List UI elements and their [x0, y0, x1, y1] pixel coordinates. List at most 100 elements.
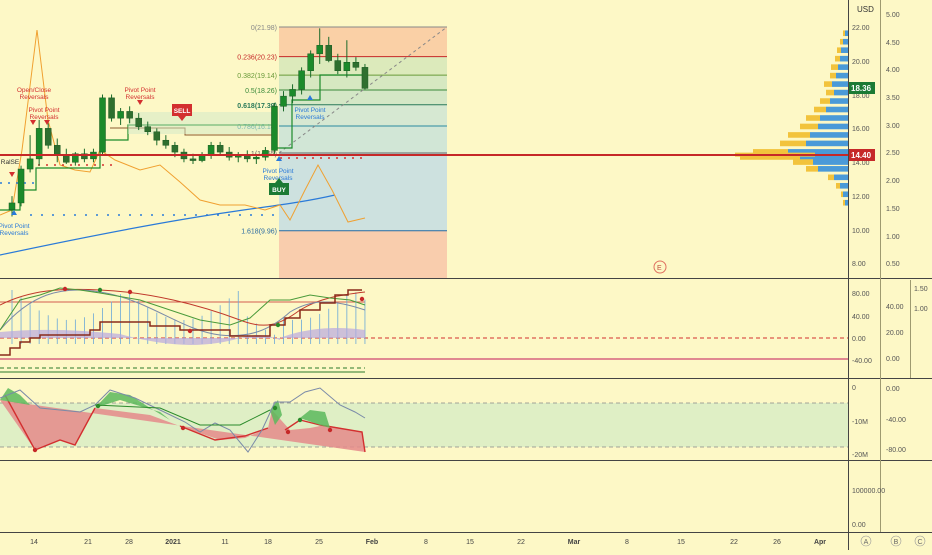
time-tick-label: 28 — [125, 539, 133, 546]
volume-profile-bar — [843, 38, 848, 45]
main-indicators — [0, 29, 366, 256]
price-tick-label: 12.00 — [852, 194, 870, 201]
time-tick-label: Mar — [568, 539, 581, 546]
signal-line — [0, 387, 366, 453]
volume-profile-bar — [834, 174, 848, 181]
volume-profile-bar — [800, 123, 818, 130]
candle-body — [35, 128, 43, 160]
fib-band — [279, 27, 447, 57]
candle-body — [135, 117, 142, 127]
volume-profile-bar — [845, 30, 848, 37]
corner-button-ring — [914, 535, 926, 547]
annotation-text: Pivot Point Reversals — [294, 107, 325, 121]
flow-tick-label: 0 — [852, 385, 856, 392]
fib-level-label: 0.618(17.39) — [237, 103, 277, 110]
candle-body — [63, 155, 70, 163]
candle-body — [316, 45, 323, 55]
corner-button-c[interactable]: C — [914, 535, 926, 547]
volume-profile-bar — [806, 115, 820, 121]
cross-dot — [95, 403, 101, 409]
volume-profile-bar — [818, 166, 848, 172]
oscillator-pane[interactable] — [0, 280, 848, 378]
cross-dot — [359, 296, 365, 302]
corner-button-a[interactable]: A — [860, 535, 872, 547]
volume-profile-bar — [843, 199, 845, 206]
secondary-tick-label: 5.00 — [886, 12, 900, 19]
candle-body — [216, 145, 224, 153]
time-tick-label: 2021 — [165, 539, 181, 546]
range-band — [0, 403, 848, 447]
lower-tick-label: 0.00 — [852, 522, 866, 529]
volume-profile-bar — [806, 166, 818, 172]
volume-profile-bar — [826, 89, 834, 96]
price-axis[interactable]: 22.00 20.00 18.00 16.00 14.00 12.00 10.00 8.00 5… — [852, 12, 928, 529]
sell-arrow — [178, 116, 186, 121]
candle — [26, 135, 34, 173]
candle — [135, 113, 142, 131]
cross-dot — [180, 425, 186, 431]
flow-tick-label: -10M — [852, 419, 868, 426]
reversal-marker — [9, 172, 15, 177]
fib-trend-line — [278, 26, 448, 154]
corner-buttons[interactable]: A B C — [860, 535, 926, 547]
annotation-text: Pivot Point Reversals — [0, 223, 30, 237]
volume-profile-bar — [841, 191, 843, 198]
svg-text:E: E — [657, 265, 662, 272]
candle-body — [99, 97, 106, 153]
volume-profile-bar — [830, 72, 836, 79]
candle — [153, 128, 161, 146]
reversal-marker — [44, 120, 50, 125]
secondary-tick-label: 4.50 — [886, 40, 900, 47]
time-tick-label: 15 — [677, 539, 685, 546]
time-tick-label: 11 — [221, 539, 228, 546]
oscillator-tick-label: 40.00 — [852, 314, 870, 321]
fib-level-label: 0.382(19.14) — [237, 73, 277, 80]
candlestick-series[interactable] — [8, 28, 369, 217]
volume-profile-bar — [843, 30, 845, 37]
fib-band — [279, 90, 447, 105]
candle-body — [198, 155, 206, 161]
buy-signal: BUY — [269, 178, 289, 195]
corner-button-b[interactable]: B — [890, 535, 902, 547]
fib-level-label: 0.5(18.26) — [245, 88, 277, 95]
volume-profile-bar — [835, 55, 840, 62]
corner-button-ring — [860, 535, 872, 547]
reversal-marker — [276, 156, 282, 161]
volume-profile-bar — [845, 199, 848, 206]
candle-body — [334, 60, 342, 71]
volume-profile-bar — [813, 159, 848, 165]
time-tick-label: Apr — [814, 539, 826, 546]
candle-body — [54, 145, 61, 156]
time-axis[interactable]: 14 21 28 2021 11 18 25 Feb 8 15 22 Mar 8 15 22 26 Apr — [30, 539, 826, 546]
flow-tick-label: -20M — [852, 452, 868, 459]
volume-profile-bar — [840, 55, 848, 62]
fibonacci-retracement[interactable]: 0(21.98) 0.236(20.23) 0.382(19.14) 0.5(18.2… — [237, 25, 448, 278]
candle — [271, 102, 278, 154]
sell-signal: SELL — [172, 104, 192, 121]
volume-profile-bar — [810, 132, 848, 138]
cross-dot — [32, 447, 38, 453]
candle — [280, 91, 287, 112]
negative-line — [179, 425, 269, 441]
oscillator-tick-label: 0.00 — [852, 336, 866, 343]
candle-body — [253, 156, 260, 160]
candle-body — [361, 67, 369, 89]
reversal-marker — [30, 120, 36, 125]
price-tick-label: 22.00 — [852, 25, 870, 32]
candle-body — [325, 45, 332, 61]
secondary-tick-label: 3.50 — [886, 95, 900, 102]
earnings-marker[interactable]: E — [653, 260, 667, 274]
annotation-text: Open/Close Reversals — [17, 87, 52, 101]
cross-dot — [97, 287, 103, 293]
candle-body — [81, 153, 88, 160]
secondary-tick-label: 3.00 — [886, 123, 900, 130]
candle — [35, 119, 43, 166]
candle-body — [72, 153, 79, 163]
volume-profile-bar — [834, 89, 848, 96]
lower-pane[interactable] — [0, 462, 848, 532]
sell-badge — [172, 104, 192, 116]
time-tick-label: 26 — [773, 539, 781, 546]
candle-body — [271, 106, 278, 151]
